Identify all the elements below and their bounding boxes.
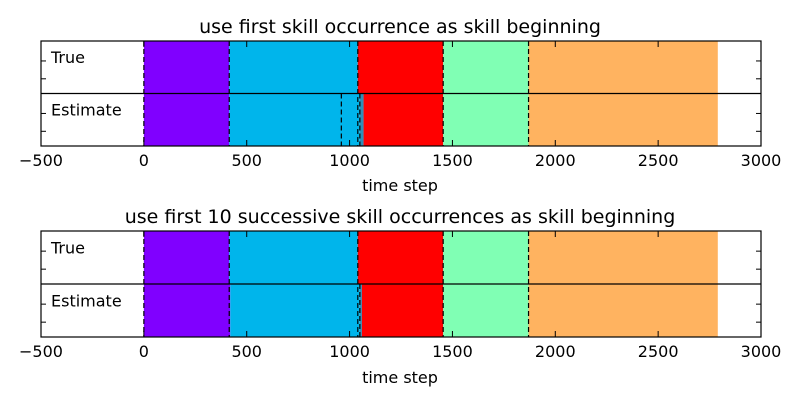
row-label: Estimate <box>51 291 122 310</box>
x-tick-label: 500 <box>231 342 262 361</box>
chart-panel-1: use first skill occurrence as skill begi… <box>19 16 781 195</box>
timeline-segment <box>363 93 444 146</box>
row-label: True <box>50 238 85 257</box>
timeline-segment <box>229 231 358 284</box>
timeline-segment <box>443 284 529 337</box>
timeline-segment <box>359 284 362 337</box>
timeline-segment <box>229 41 358 94</box>
row-label: Estimate <box>51 101 122 120</box>
x-tick-label: 3000 <box>741 151 782 170</box>
x-tick-label: 3000 <box>741 342 782 361</box>
chart-title: use first 10 successive skill occurrence… <box>125 206 676 228</box>
timeline-segment <box>443 231 529 284</box>
x-tick-label: 1500 <box>432 151 473 170</box>
chart-panel-2: use first 10 successive skill occurrence… <box>19 206 781 387</box>
plot-frame <box>40 40 762 147</box>
timeline-segment <box>357 41 444 94</box>
timeline-segment <box>528 284 718 337</box>
timeline-segment <box>143 93 230 146</box>
timeline-segment <box>528 93 718 146</box>
x-tick-label: 500 <box>231 151 262 170</box>
x-tick-label: 2500 <box>638 342 679 361</box>
x-tick-label: −500 <box>19 342 63 361</box>
row-label: True <box>50 48 85 67</box>
x-tick-label: −500 <box>19 151 63 170</box>
x-tick-label: 2000 <box>535 342 576 361</box>
x-tick-label: 1000 <box>329 151 370 170</box>
chart-title: use first skill occurrence as skill begi… <box>199 16 601 38</box>
x-tick-label: 1000 <box>329 342 370 361</box>
timeline-segment <box>443 41 529 94</box>
x-tick-label: 0 <box>139 342 149 361</box>
timeline-segment <box>528 41 718 94</box>
timeline-segment <box>143 41 230 94</box>
timeline-segment <box>359 93 364 146</box>
timeline-segment <box>528 231 718 284</box>
timeline-segment <box>361 284 444 337</box>
plot-area: True Estimate −500 0 500 1000 1500 2000 2500 3000 <box>19 40 782 170</box>
x-axis-label: time step <box>362 176 438 195</box>
plot-frame <box>40 230 762 338</box>
x-tick-label: 2500 <box>638 151 679 170</box>
plot-area: True Estimate −500 0 500 1000 1500 2000 2500 3000 <box>19 230 782 361</box>
x-axis-label: time step <box>362 368 438 387</box>
x-tick-label: 0 <box>139 151 149 170</box>
x-tick-label: 1500 <box>432 342 473 361</box>
timeline-segment <box>357 231 444 284</box>
timeline-segment <box>143 284 231 337</box>
x-tick-label: 2000 <box>535 151 576 170</box>
timeline-segment <box>143 231 230 284</box>
timeline-segment <box>229 93 360 146</box>
timeline-segment <box>443 93 529 146</box>
timeline-segment <box>230 284 360 337</box>
